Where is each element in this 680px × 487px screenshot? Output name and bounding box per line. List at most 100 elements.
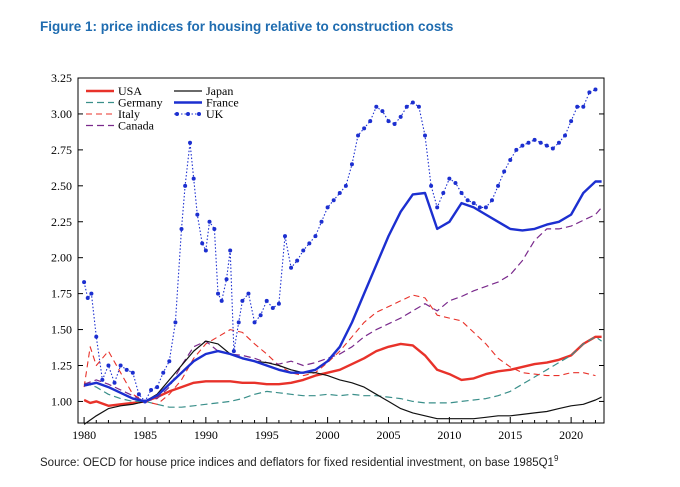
legend-item-canada: Canada xyxy=(86,119,155,133)
series-layer xyxy=(82,87,603,425)
data-point-uk xyxy=(435,205,440,210)
data-point-uk xyxy=(188,140,193,145)
source-text: Source: OECD for house price indices and… xyxy=(40,456,554,469)
data-point-uk xyxy=(289,265,294,270)
y-tick-label: 1.75 xyxy=(51,287,72,301)
data-point-uk xyxy=(118,363,123,368)
series-uk xyxy=(82,87,598,404)
data-point-uk xyxy=(483,205,488,210)
x-tick-label: 2005 xyxy=(376,428,400,442)
plot-border xyxy=(77,77,605,424)
source-note: Source: OECD for house price indices and… xyxy=(40,454,558,469)
x-tick-label: 1980 xyxy=(72,428,96,442)
y-tick-label: 1.50 xyxy=(51,323,72,337)
data-point-uk xyxy=(508,157,513,162)
legend-label: Canada xyxy=(118,119,155,133)
x-tick-label: 2010 xyxy=(437,428,461,442)
data-point-uk xyxy=(94,334,99,339)
legend-item-usa: USA xyxy=(86,84,142,98)
data-point-uk xyxy=(264,298,269,303)
data-point-uk xyxy=(258,313,263,318)
data-point-uk xyxy=(587,90,592,95)
series-line-germany xyxy=(83,336,602,408)
data-point-uk xyxy=(331,198,336,203)
data-point-uk xyxy=(106,363,111,368)
legend-marker xyxy=(197,112,201,116)
legend-item-germany: Germany xyxy=(86,96,163,110)
data-point-uk xyxy=(471,201,476,206)
data-point-uk xyxy=(100,377,105,382)
data-point-uk xyxy=(82,280,87,285)
data-point-uk xyxy=(270,306,275,310)
data-point-uk xyxy=(313,234,318,239)
legend-label: France xyxy=(206,96,239,110)
data-point-uk xyxy=(429,183,434,188)
data-point-uk xyxy=(356,133,361,138)
data-point-uk xyxy=(183,183,188,188)
data-point-uk xyxy=(526,140,531,145)
data-point-uk xyxy=(569,119,574,124)
data-point-uk xyxy=(441,191,446,195)
y-tick-label: 1.00 xyxy=(51,394,72,408)
data-point-uk xyxy=(349,162,354,167)
plot-frame xyxy=(77,77,605,424)
data-point-uk xyxy=(276,301,281,306)
data-point-uk xyxy=(240,298,245,303)
y-tick-label: 3.25 xyxy=(51,71,72,85)
legend-label: USA xyxy=(118,84,142,98)
legend-label: UK xyxy=(206,107,224,121)
data-point-uk xyxy=(200,241,205,246)
y-tick-label: 2.75 xyxy=(51,143,72,157)
data-point-uk xyxy=(581,104,586,109)
data-point-uk xyxy=(295,258,300,263)
legend-item-uk: UK xyxy=(174,107,224,121)
data-point-uk xyxy=(556,140,561,145)
data-point-uk xyxy=(514,147,519,152)
data-point-uk xyxy=(282,234,287,239)
x-tick-label: 1995 xyxy=(255,428,279,442)
source-footnote: 9 xyxy=(553,454,559,463)
data-point-uk xyxy=(191,176,196,181)
data-point-uk xyxy=(224,277,229,282)
x-tick-label: 1985 xyxy=(133,428,157,442)
data-point-uk xyxy=(416,104,421,109)
data-point-uk xyxy=(380,109,385,114)
data-point-uk xyxy=(459,191,464,195)
data-point-uk xyxy=(167,359,172,364)
data-point-uk xyxy=(307,241,312,246)
data-point-uk xyxy=(246,291,251,296)
data-point-uk xyxy=(374,104,379,109)
data-point-uk xyxy=(173,320,178,325)
data-point-uk xyxy=(319,219,324,224)
legend-item-italy: Italy xyxy=(86,107,140,121)
data-point-uk xyxy=(155,385,160,390)
data-point-uk xyxy=(212,226,217,231)
series-italy xyxy=(83,294,596,405)
data-point-uk xyxy=(142,399,147,404)
legend-label: Japan xyxy=(206,84,233,98)
data-point-uk xyxy=(325,205,330,210)
series-line-france xyxy=(83,180,602,403)
legend-marker xyxy=(186,112,190,116)
data-point-uk xyxy=(453,180,458,185)
figure-title: Figure 1: price indices for housing rela… xyxy=(40,19,454,34)
data-point-uk xyxy=(219,298,224,303)
data-point-uk xyxy=(544,143,549,148)
data-point-uk xyxy=(228,248,233,253)
data-point-uk xyxy=(392,122,397,126)
data-point-uk xyxy=(203,248,208,253)
data-point-uk xyxy=(489,198,494,203)
data-point-uk xyxy=(337,191,342,195)
series-line-japan xyxy=(83,340,602,425)
data-point-uk xyxy=(398,114,403,119)
data-point-uk xyxy=(423,133,428,138)
y-tick-label: 2.00 xyxy=(51,251,72,265)
data-point-uk xyxy=(368,119,373,124)
data-point-uk xyxy=(301,248,306,253)
legend-marker xyxy=(175,112,179,116)
legend-item-japan: Japan xyxy=(174,84,233,98)
data-point-uk xyxy=(124,367,129,372)
legend-label: Italy xyxy=(118,107,140,121)
